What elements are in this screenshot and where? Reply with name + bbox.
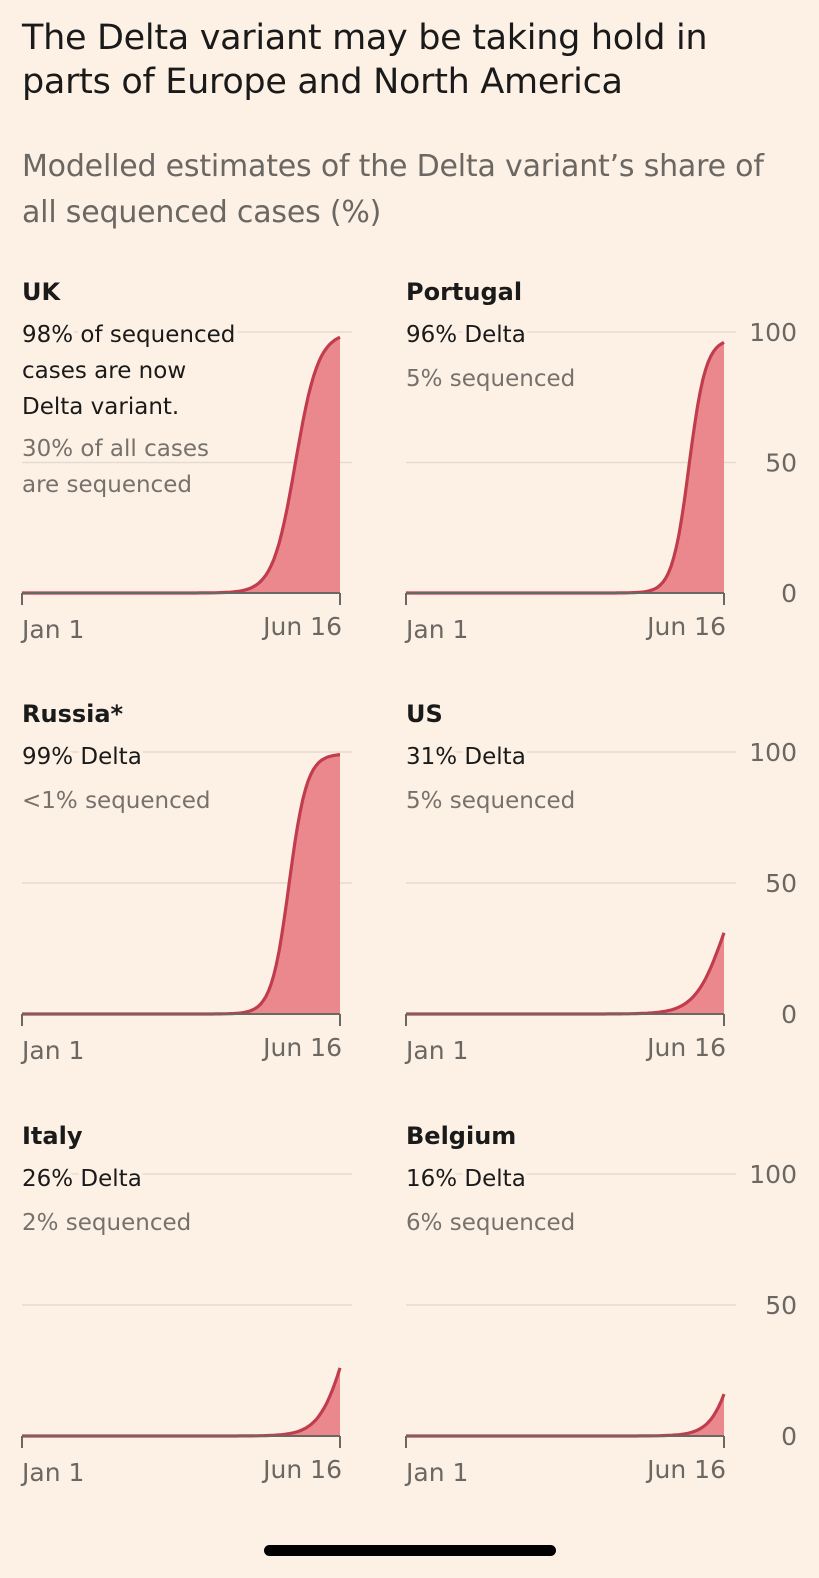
x-tick-label: Jan 1 (404, 1036, 468, 1065)
panel-substat: 5% sequenced (406, 366, 575, 392)
line-us (406, 932, 726, 1016)
panel-stat: 16% Delta (406, 1166, 526, 1192)
panel-title: UK (22, 278, 61, 306)
panel-belgium: Jan 1 Jun 16 Belgium 16% Delta 6% sequenced 0… (402, 1122, 797, 1487)
area-belgium (406, 1394, 724, 1436)
panel-stat: cases are now (22, 358, 186, 384)
y-tick-label: 100 (749, 318, 797, 347)
panel-substat: <1% sequenced (22, 788, 211, 814)
y-tick-label: 0 (781, 579, 797, 608)
panel-title: Portugal (406, 278, 522, 306)
area-uk (22, 337, 340, 593)
y-tick-label: 0 (781, 1422, 797, 1451)
area-russia (22, 754, 340, 1014)
x-tick-label: Jun 16 (261, 1455, 342, 1484)
panel-stat: 26% Delta (22, 1166, 142, 1192)
panel-title: Russia* (22, 700, 124, 728)
x-tick-label: Jun 16 (645, 1033, 726, 1062)
panel-title: Belgium (406, 1122, 516, 1150)
line-belgium (406, 1393, 726, 1438)
panel-substat: 5% sequenced (406, 788, 575, 814)
area-portugal (406, 342, 724, 593)
area-italy (22, 1367, 340, 1436)
panel-uk: Jan 1 Jun 16 UK 98% of sequenced cases are n… (18, 278, 352, 644)
x-tick-label: Jan 1 (404, 615, 468, 644)
x-tick-label: Jun 16 (261, 1033, 342, 1062)
panel-italy: Jan 1 Jun 16 Italy 26% Delta 2% sequenced (18, 1122, 352, 1487)
panel-substat: 6% sequenced (406, 1210, 575, 1236)
panel-russia: Jan 1 Jun 16 Russia* 99% Delta <1% sequenced (18, 700, 352, 1065)
x-tick-label: Jun 16 (261, 612, 342, 641)
panel-substat: 30% of all cases (22, 436, 209, 462)
x-tick-label: Jun 16 (645, 612, 726, 641)
panel-substat: 2% sequenced (22, 1210, 191, 1236)
y-tick-label: 50 (765, 449, 797, 478)
x-tick-label: Jan 1 (20, 1036, 84, 1065)
panel-stat: 98% of sequenced (22, 322, 235, 348)
x-tick-label: Jan 1 (404, 1458, 468, 1487)
panel-portugal: Jan 1 Jun 16 Portugal 96% Delta 5% sequenced… (402, 278, 797, 644)
panel-title: US (406, 700, 443, 728)
panel-stat: 99% Delta (22, 744, 142, 770)
line-italy (22, 1367, 342, 1438)
panel-substat: are sequenced (22, 472, 192, 498)
panel-us: Jan 1 Jun 16 US 31% Delta 5% sequenced 0 50 100 (402, 700, 797, 1065)
panel-stat: 31% Delta (406, 744, 526, 770)
x-tick-label: Jan 1 (20, 1458, 84, 1487)
y-tick-label: 100 (749, 738, 797, 767)
panel-stat: Delta variant. (22, 394, 179, 420)
home-indicator[interactable] (264, 1545, 556, 1556)
panel-title: Italy (22, 1122, 83, 1150)
x-tick-label: Jun 16 (645, 1455, 726, 1484)
area-us (406, 932, 724, 1014)
y-tick-label: 50 (765, 1291, 797, 1320)
panel-stat: 96% Delta (406, 322, 526, 348)
y-tick-label: 100 (749, 1160, 797, 1189)
x-tick-label: Jan 1 (20, 615, 84, 644)
chart-subtitle: Modelled estimates of the Delta variant’… (22, 149, 764, 230)
y-tick-label: 50 (765, 869, 797, 898)
y-tick-label: 0 (781, 1000, 797, 1029)
chart-title: The Delta variant may be taking hold in … (22, 18, 708, 102)
